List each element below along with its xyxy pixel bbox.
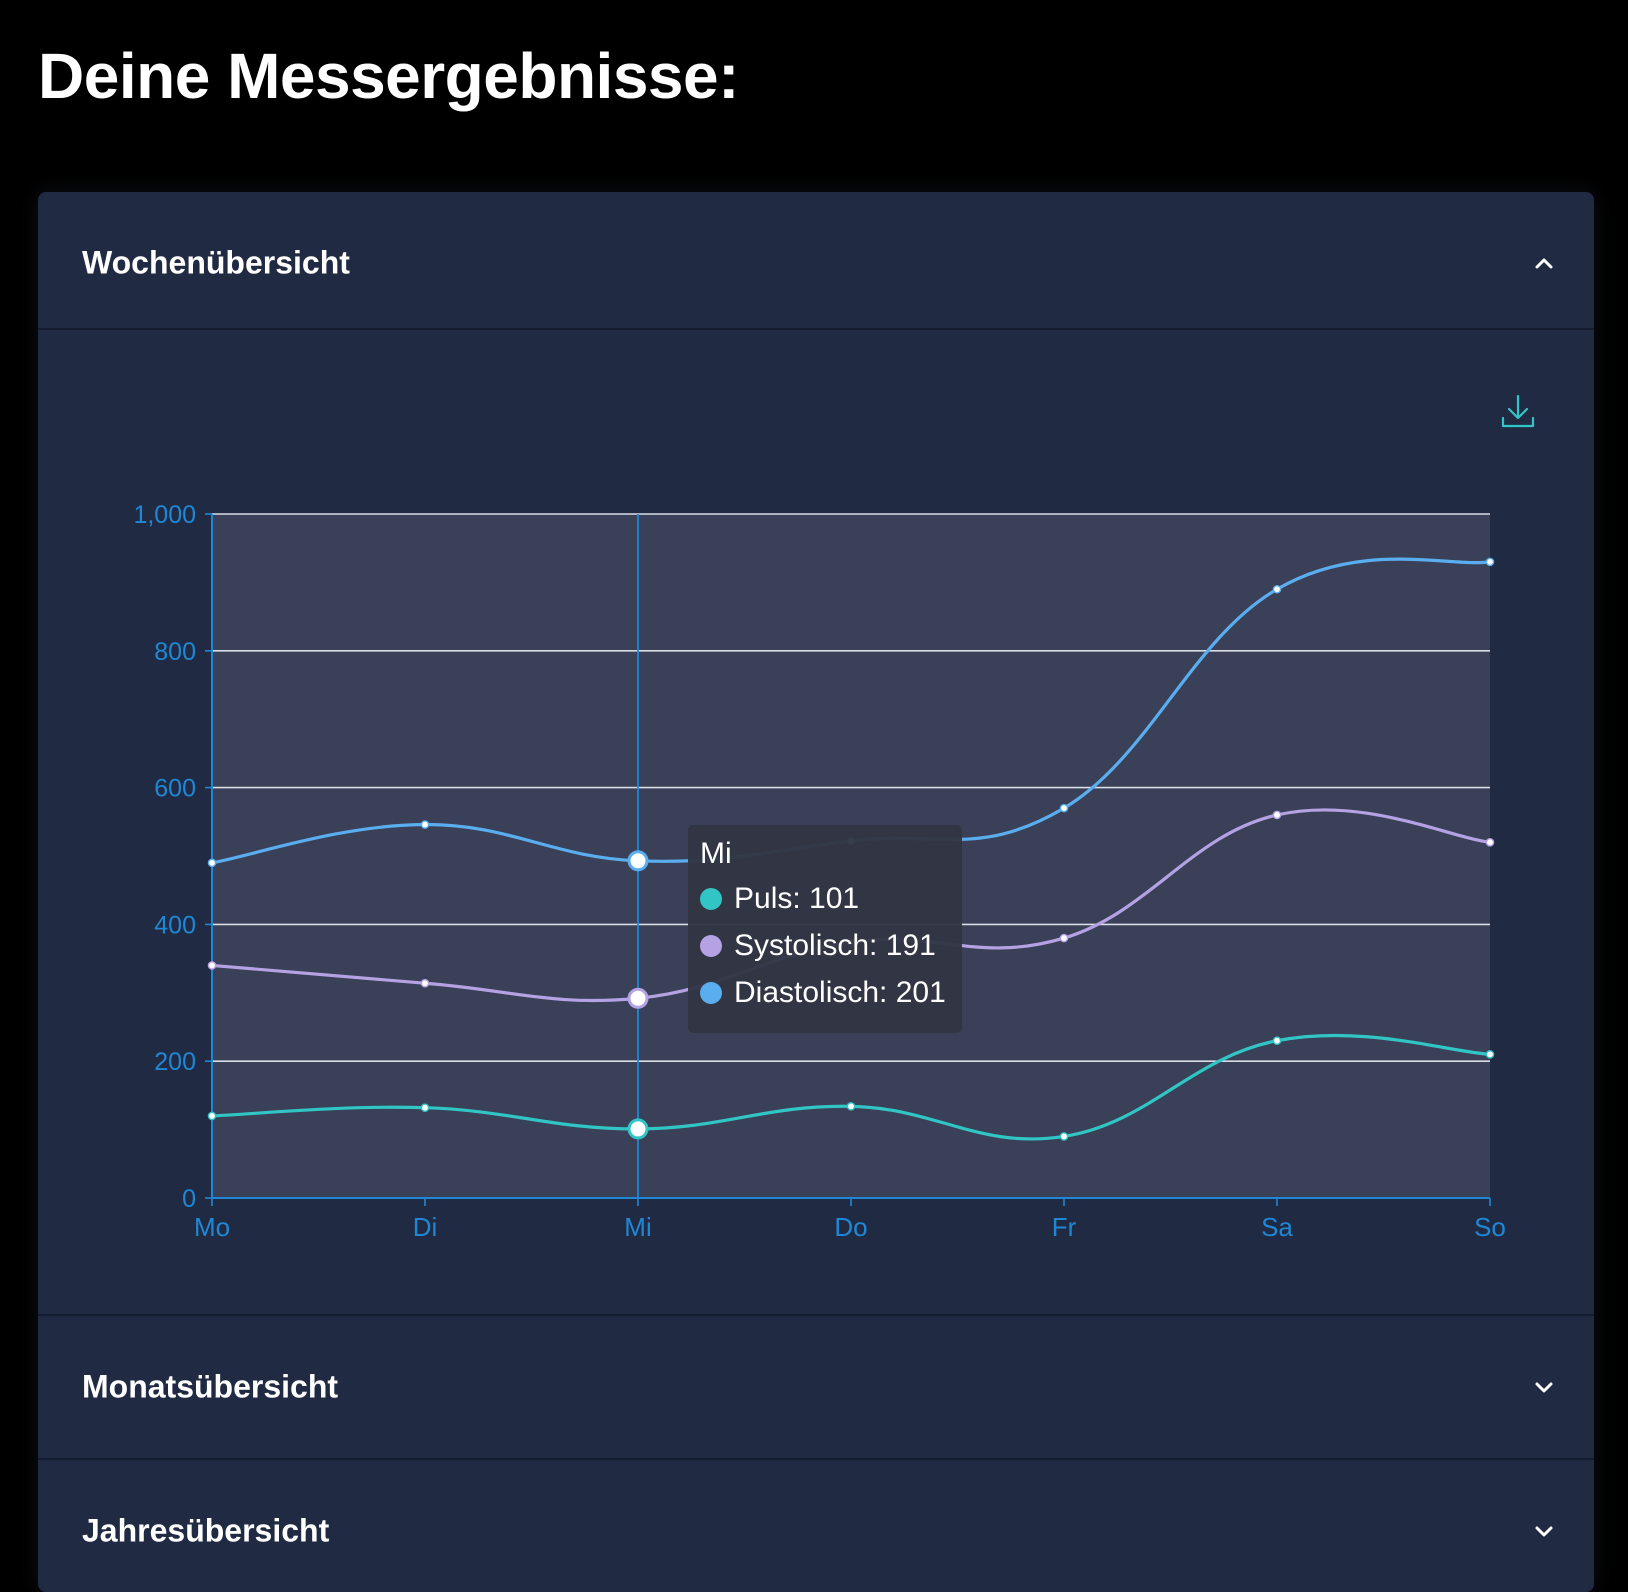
y-tick-label: 600 (154, 775, 196, 803)
divider (38, 1458, 1594, 1460)
data-point-systolisch (1059, 933, 1069, 943)
y-tick-label: 200 (154, 1048, 196, 1076)
section-title-week: Wochenübersicht (82, 244, 350, 281)
chevron-down-icon[interactable] (1530, 1373, 1558, 1401)
section-header-week[interactable]: Wochenübersicht (38, 192, 1594, 334)
tooltip-label-puls: Puls: 101 (734, 882, 860, 915)
tooltip-row-diastolisch: Diastolisch: 201 (700, 969, 950, 1016)
section-title-year: Jahresübersicht (82, 1512, 330, 1549)
y-tick-label: 0 (182, 1185, 196, 1213)
x-tick-label: So (1474, 1212, 1506, 1242)
download-icon[interactable] (1498, 392, 1538, 432)
data-point-diastolisch (1485, 557, 1495, 567)
data-point-puls (420, 1103, 430, 1113)
tooltip-row-systolisch: Systolisch: 191 (700, 922, 950, 969)
tooltip-dot-diastolisch (700, 981, 722, 1004)
data-point-highlight-systolisch (627, 987, 649, 1009)
section-title-month: Monatsübersicht (82, 1368, 339, 1405)
data-point-systolisch (420, 978, 430, 988)
data-point-puls (846, 1102, 856, 1111)
data-point-diastolisch (1272, 584, 1282, 594)
data-point-systolisch (1272, 810, 1282, 820)
chevron-down-icon[interactable] (1530, 1517, 1558, 1545)
tooltip-title: Mi (700, 837, 732, 870)
data-point-highlight-puls (627, 1118, 649, 1140)
y-tick-label: 1,000 (133, 501, 196, 529)
page-title: Deine Messergebnisse: (38, 40, 739, 112)
x-tick-label: Di (413, 1212, 438, 1242)
data-point-diastolisch (420, 820, 430, 829)
section-header-month[interactable]: Monatsübersicht (38, 1316, 1594, 1458)
divider (38, 1314, 1594, 1316)
data-point-diastolisch (207, 858, 217, 868)
tooltip-row-puls: Puls: 101 (700, 875, 950, 922)
data-point-systolisch (1485, 838, 1495, 847)
results-panel: Wochenübersicht 0 200 400 600 800 1,000 Mo Di Mi… (38, 192, 1594, 1592)
x-tick-label: Sa (1261, 1212, 1293, 1242)
y-tick-label: 800 (154, 638, 196, 666)
data-point-diastolisch (1059, 803, 1069, 813)
chart-tooltip: Mi Puls: 101 Systolisch: 191 Diastolisch… (688, 825, 962, 1033)
data-point-puls (1272, 1036, 1282, 1045)
tooltip-dot-puls (700, 887, 722, 910)
x-tick-label: Mi (624, 1212, 651, 1242)
x-tick-label: Do (834, 1212, 867, 1242)
y-tick-label: 400 (154, 911, 196, 939)
tooltip-dot-systolisch (700, 934, 722, 957)
chevron-up-icon[interactable] (1530, 249, 1558, 277)
tooltip-label-diastolisch: Diastolisch: 201 (734, 976, 946, 1009)
tooltip-label-systolisch: Systolisch: 191 (734, 929, 936, 962)
data-point-highlight-diastolisch (627, 850, 649, 872)
x-tick-label: Fr (1052, 1212, 1077, 1242)
data-point-puls (1485, 1050, 1495, 1059)
x-tick-label: Mo (194, 1212, 230, 1242)
data-point-puls (207, 1111, 217, 1121)
data-point-systolisch (207, 961, 217, 970)
section-header-year[interactable]: Jahresübersicht (38, 1460, 1594, 1592)
data-point-puls (1059, 1132, 1069, 1141)
divider (38, 328, 1594, 330)
